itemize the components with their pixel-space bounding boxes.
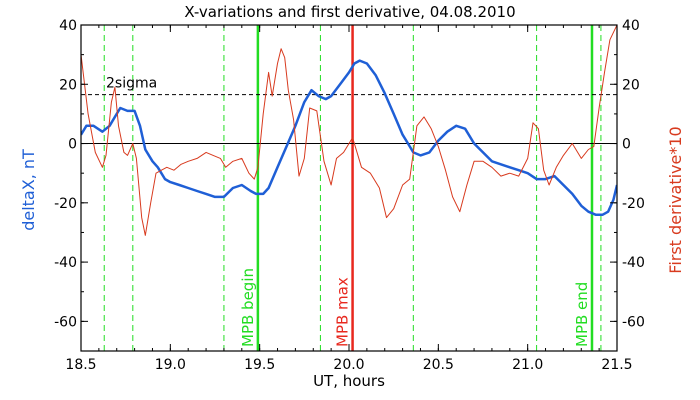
y-axis-left-label: deltaX, nT	[19, 149, 38, 231]
y-left-tick-label: 0	[68, 137, 77, 153]
x-tick-label: 19.5	[244, 357, 275, 373]
threshold-label: 2sigma	[106, 76, 157, 92]
x-axis-label: UT, hours	[313, 372, 385, 390]
x-tick-label: 19.0	[155, 357, 186, 373]
x-tick-label: 21.5	[601, 357, 632, 373]
series-line-deltax	[81, 59, 617, 216]
y-axis-right: -60 -40 -20 0 20 40	[610, 18, 645, 352]
series-line-derivative	[81, 25, 617, 236]
y-right-tick-label: -20	[622, 196, 645, 212]
x-tick-label: 20.5	[423, 357, 454, 373]
y-right-tick-label: 0	[622, 137, 631, 153]
y-left-tick-label: -60	[54, 314, 77, 330]
x-tick-label: 21.0	[512, 357, 543, 373]
marker-label-1: MPB begin	[239, 268, 257, 347]
y-axis-right-label: First derivative*10	[666, 126, 685, 273]
y-left-tick-label: -40	[54, 255, 77, 271]
x-tick-label: 20.0	[333, 357, 364, 373]
x-tick-label: 18.5	[65, 357, 96, 373]
y-left-tick-label: 40	[59, 18, 77, 34]
marker-label-3: MPB end	[573, 282, 591, 347]
x-axis: 18.5 19.0 19.5 20.0 20.5 21.0 21.5	[65, 25, 633, 373]
y-right-tick-label: 40	[622, 18, 640, 34]
y-left-tick-label: -20	[54, 196, 77, 212]
vertical-markers	[103, 25, 602, 351]
y-right-tick-label: 20	[622, 77, 640, 93]
y-axis-left: -60 -40 -20 0 20 40	[54, 18, 88, 352]
marker-labels: MPB begin MPB max MPB end	[239, 268, 591, 347]
y-right-tick-label: -40	[622, 255, 645, 271]
chart-title: X-variations and first derivative, 04.08…	[184, 3, 515, 21]
y-right-tick-label: -60	[622, 314, 645, 330]
series-layer	[81, 25, 617, 236]
y-left-tick-label: 20	[59, 77, 77, 93]
marker-label-2: MPB max	[334, 277, 352, 347]
